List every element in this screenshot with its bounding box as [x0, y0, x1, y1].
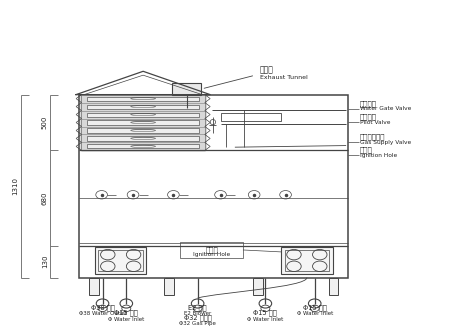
- Text: 子火開關: 子火開關: [360, 113, 377, 120]
- Bar: [99, 250, 143, 271]
- Text: Φ38 Water Outlet: Φ38 Water Outlet: [79, 311, 126, 317]
- Bar: [87, 121, 199, 125]
- Bar: [180, 242, 243, 258]
- Text: Φ15 上水: Φ15 上水: [253, 310, 277, 317]
- Text: 1310: 1310: [13, 177, 18, 195]
- Text: 水制開關: 水制開關: [360, 100, 377, 107]
- Text: Φ Water Inlet: Φ Water Inlet: [247, 317, 284, 322]
- Bar: [285, 250, 329, 271]
- Text: E2 風機: E2 風機: [189, 304, 207, 311]
- Text: Water Gate Valve: Water Gate Valve: [360, 106, 411, 111]
- Bar: [87, 128, 199, 133]
- Bar: [87, 105, 199, 109]
- Text: Ignition Hole: Ignition Hole: [193, 252, 230, 257]
- Text: 點火棒: 點火棒: [205, 246, 218, 253]
- Text: Exhaust Tunnel: Exhaust Tunnel: [260, 75, 307, 80]
- Bar: [87, 144, 199, 148]
- Text: 680: 680: [42, 191, 48, 205]
- Bar: [81, 95, 205, 150]
- Bar: [87, 96, 199, 101]
- Bar: [95, 247, 147, 274]
- Bar: [172, 83, 202, 95]
- Bar: [87, 136, 199, 141]
- Bar: [89, 278, 99, 295]
- Bar: [81, 95, 205, 103]
- Text: 排煙口: 排煙口: [260, 66, 274, 75]
- Bar: [253, 278, 263, 295]
- Text: 500: 500: [42, 116, 48, 129]
- Text: Φ Water Inlet: Φ Water Inlet: [108, 317, 144, 322]
- Text: 風氣運動開關: 風氣運動開關: [360, 134, 385, 141]
- Bar: [81, 111, 205, 119]
- Text: Φ32 給氣位: Φ32 給氣位: [184, 314, 212, 321]
- Bar: [87, 112, 199, 117]
- Text: Φ15 上水: Φ15 上水: [114, 310, 138, 317]
- Text: Φ15 上水: Φ15 上水: [303, 305, 327, 311]
- Text: Φ38 去水: Φ38 去水: [90, 305, 114, 311]
- Text: E2 Blower: E2 Blower: [184, 311, 211, 316]
- Text: Φ Water Inlet: Φ Water Inlet: [297, 311, 333, 317]
- Bar: [81, 119, 205, 126]
- Text: 130: 130: [42, 255, 48, 268]
- Bar: [81, 103, 205, 111]
- Text: Ignition Hole: Ignition Hole: [360, 153, 397, 158]
- Bar: [81, 135, 205, 142]
- Bar: [281, 247, 333, 274]
- Text: Φ32 Gas Pipe: Φ32 Gas Pipe: [179, 320, 216, 326]
- Text: Gas Supply Valve: Gas Supply Valve: [360, 140, 411, 145]
- Bar: [328, 278, 338, 295]
- Bar: [79, 95, 348, 278]
- Bar: [221, 113, 281, 121]
- Bar: [81, 126, 205, 135]
- Text: Pilot Valve: Pilot Valve: [360, 120, 390, 125]
- Text: 疏火孔: 疏火孔: [360, 147, 372, 153]
- Bar: [164, 278, 174, 295]
- Bar: [81, 142, 205, 150]
